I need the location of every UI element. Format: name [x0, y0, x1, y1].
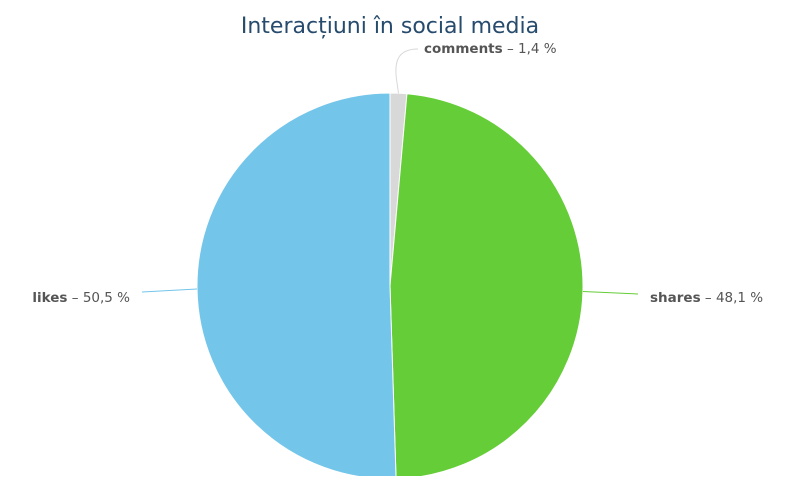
connector-line-shares — [582, 290, 639, 295]
pie-slice-shares[interactable] — [389, 93, 584, 480]
data-label-separator-shares: – — [701, 290, 716, 306]
data-label-value-likes: 50,5 % — [83, 290, 130, 306]
data-label-name-comments: comments — [424, 41, 503, 57]
data-label-comments: comments – 1,4 % — [424, 41, 557, 57]
pie-slices — [196, 92, 584, 480]
data-label-name-likes: likes — [32, 290, 67, 306]
chart-title: Interacțiuni în social media — [241, 14, 539, 39]
data-label-value-shares: 48,1 % — [716, 290, 763, 306]
data-label-likes: likes – 50,5 % — [32, 290, 130, 306]
pie-data-labels: comments – 1,4 % shares – 48,1 % likes – 5… — [32, 41, 763, 306]
connector-line-comments — [395, 48, 419, 94]
data-label-value-comments: 1,4 % — [518, 41, 557, 57]
data-label-name-shares: shares — [650, 290, 701, 306]
data-label-separator-comments: – — [503, 41, 518, 57]
data-label-separator-likes: – — [67, 290, 82, 306]
connector-line-likes — [141, 288, 198, 293]
data-label-shares: shares – 48,1 % — [650, 290, 763, 306]
pie-slice-likes[interactable] — [196, 92, 397, 480]
